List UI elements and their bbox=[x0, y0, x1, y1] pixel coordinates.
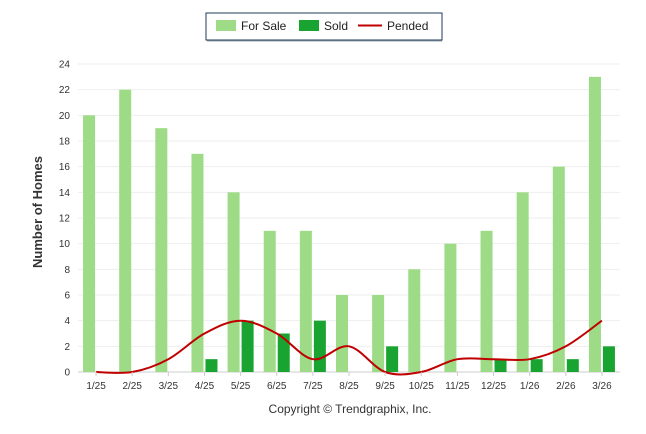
x-tick-label: 4/25 bbox=[195, 381, 215, 392]
bar-sold bbox=[530, 359, 543, 372]
bar-sold bbox=[205, 359, 218, 372]
bar-for-sale bbox=[552, 166, 565, 372]
legend: For Sale Sold Pended bbox=[205, 12, 443, 42]
bar-for-sale bbox=[588, 76, 601, 372]
legend-swatch-for-sale bbox=[216, 20, 236, 31]
bar-for-sale bbox=[191, 153, 204, 372]
y-tick-label: 4 bbox=[64, 316, 70, 327]
x-tick-label: 11/25 bbox=[445, 381, 470, 392]
x-tick-label: 6/25 bbox=[267, 381, 287, 392]
bar-for-sale bbox=[263, 230, 276, 372]
bars bbox=[83, 76, 615, 373]
x-tick-label: 7/25 bbox=[303, 381, 323, 392]
x-axis-ticks: 1/25 2/25 3/25 4/25 5/25 6/25 7/25 8/25 9/25 10/2… bbox=[86, 372, 612, 392]
bar-for-sale bbox=[299, 230, 312, 372]
y-tick-label: 24 bbox=[59, 60, 71, 71]
bar-sold bbox=[277, 333, 290, 372]
x-tick-label: 3/25 bbox=[159, 381, 179, 392]
bar-for-sale bbox=[444, 243, 457, 372]
bar-for-sale bbox=[516, 192, 529, 372]
x-tick-label: 5/25 bbox=[231, 381, 251, 392]
bar-for-sale bbox=[83, 115, 96, 372]
bar-for-sale bbox=[480, 230, 493, 372]
legend-box bbox=[205, 12, 443, 41]
x-tick-label: 8/25 bbox=[339, 381, 359, 392]
y-tick-label: 20 bbox=[59, 111, 71, 122]
y-tick-label: 18 bbox=[59, 137, 71, 148]
bar-sold bbox=[494, 359, 507, 372]
legend-label-pended: Pended bbox=[387, 19, 428, 33]
y-tick-label: 14 bbox=[59, 188, 71, 199]
x-tick-label: 1/26 bbox=[520, 381, 540, 392]
y-tick-label: 12 bbox=[59, 214, 71, 225]
bar-sold bbox=[566, 359, 579, 372]
y-tick-label: 0 bbox=[64, 368, 70, 379]
x-tick-label: 9/25 bbox=[375, 381, 395, 392]
y-tick-label: 8 bbox=[64, 265, 70, 276]
legend-swatch-sold bbox=[299, 20, 319, 31]
x-tick-label: 2/26 bbox=[556, 381, 576, 392]
bar-for-sale bbox=[227, 192, 240, 372]
bar-for-sale bbox=[336, 295, 348, 372]
copyright-text: Copyright © Trendgraphix, Inc. bbox=[269, 402, 432, 416]
y-tick-label: 2 bbox=[64, 342, 70, 353]
y-tick-label: 6 bbox=[64, 291, 70, 302]
bar-sold bbox=[313, 320, 326, 372]
y-axis-label: Number of Homes bbox=[30, 156, 45, 268]
x-tick-label: 1/25 bbox=[86, 381, 106, 392]
bar-sold bbox=[602, 346, 615, 372]
bar-for-sale bbox=[155, 128, 168, 372]
x-tick-label: 2/25 bbox=[122, 381, 142, 392]
y-tick-label: 22 bbox=[59, 85, 71, 96]
y-tick-label: 10 bbox=[59, 239, 71, 250]
x-tick-label: 10/25 bbox=[409, 381, 434, 392]
x-tick-label: 3/26 bbox=[592, 381, 612, 392]
legend-label-for-sale: For Sale bbox=[241, 19, 287, 33]
pended-line bbox=[96, 319, 603, 376]
bar-for-sale bbox=[408, 269, 421, 372]
bar-for-sale bbox=[372, 295, 385, 372]
bar-sold bbox=[241, 320, 254, 372]
bar-for-sale bbox=[119, 89, 132, 373]
legend-label-sold: Sold bbox=[324, 19, 348, 33]
x-tick-label: 12/25 bbox=[481, 381, 506, 392]
y-tick-label: 16 bbox=[59, 162, 71, 173]
pended-line-group bbox=[96, 319, 603, 376]
grid-lines bbox=[78, 63, 620, 373]
bar-sold bbox=[386, 346, 399, 372]
